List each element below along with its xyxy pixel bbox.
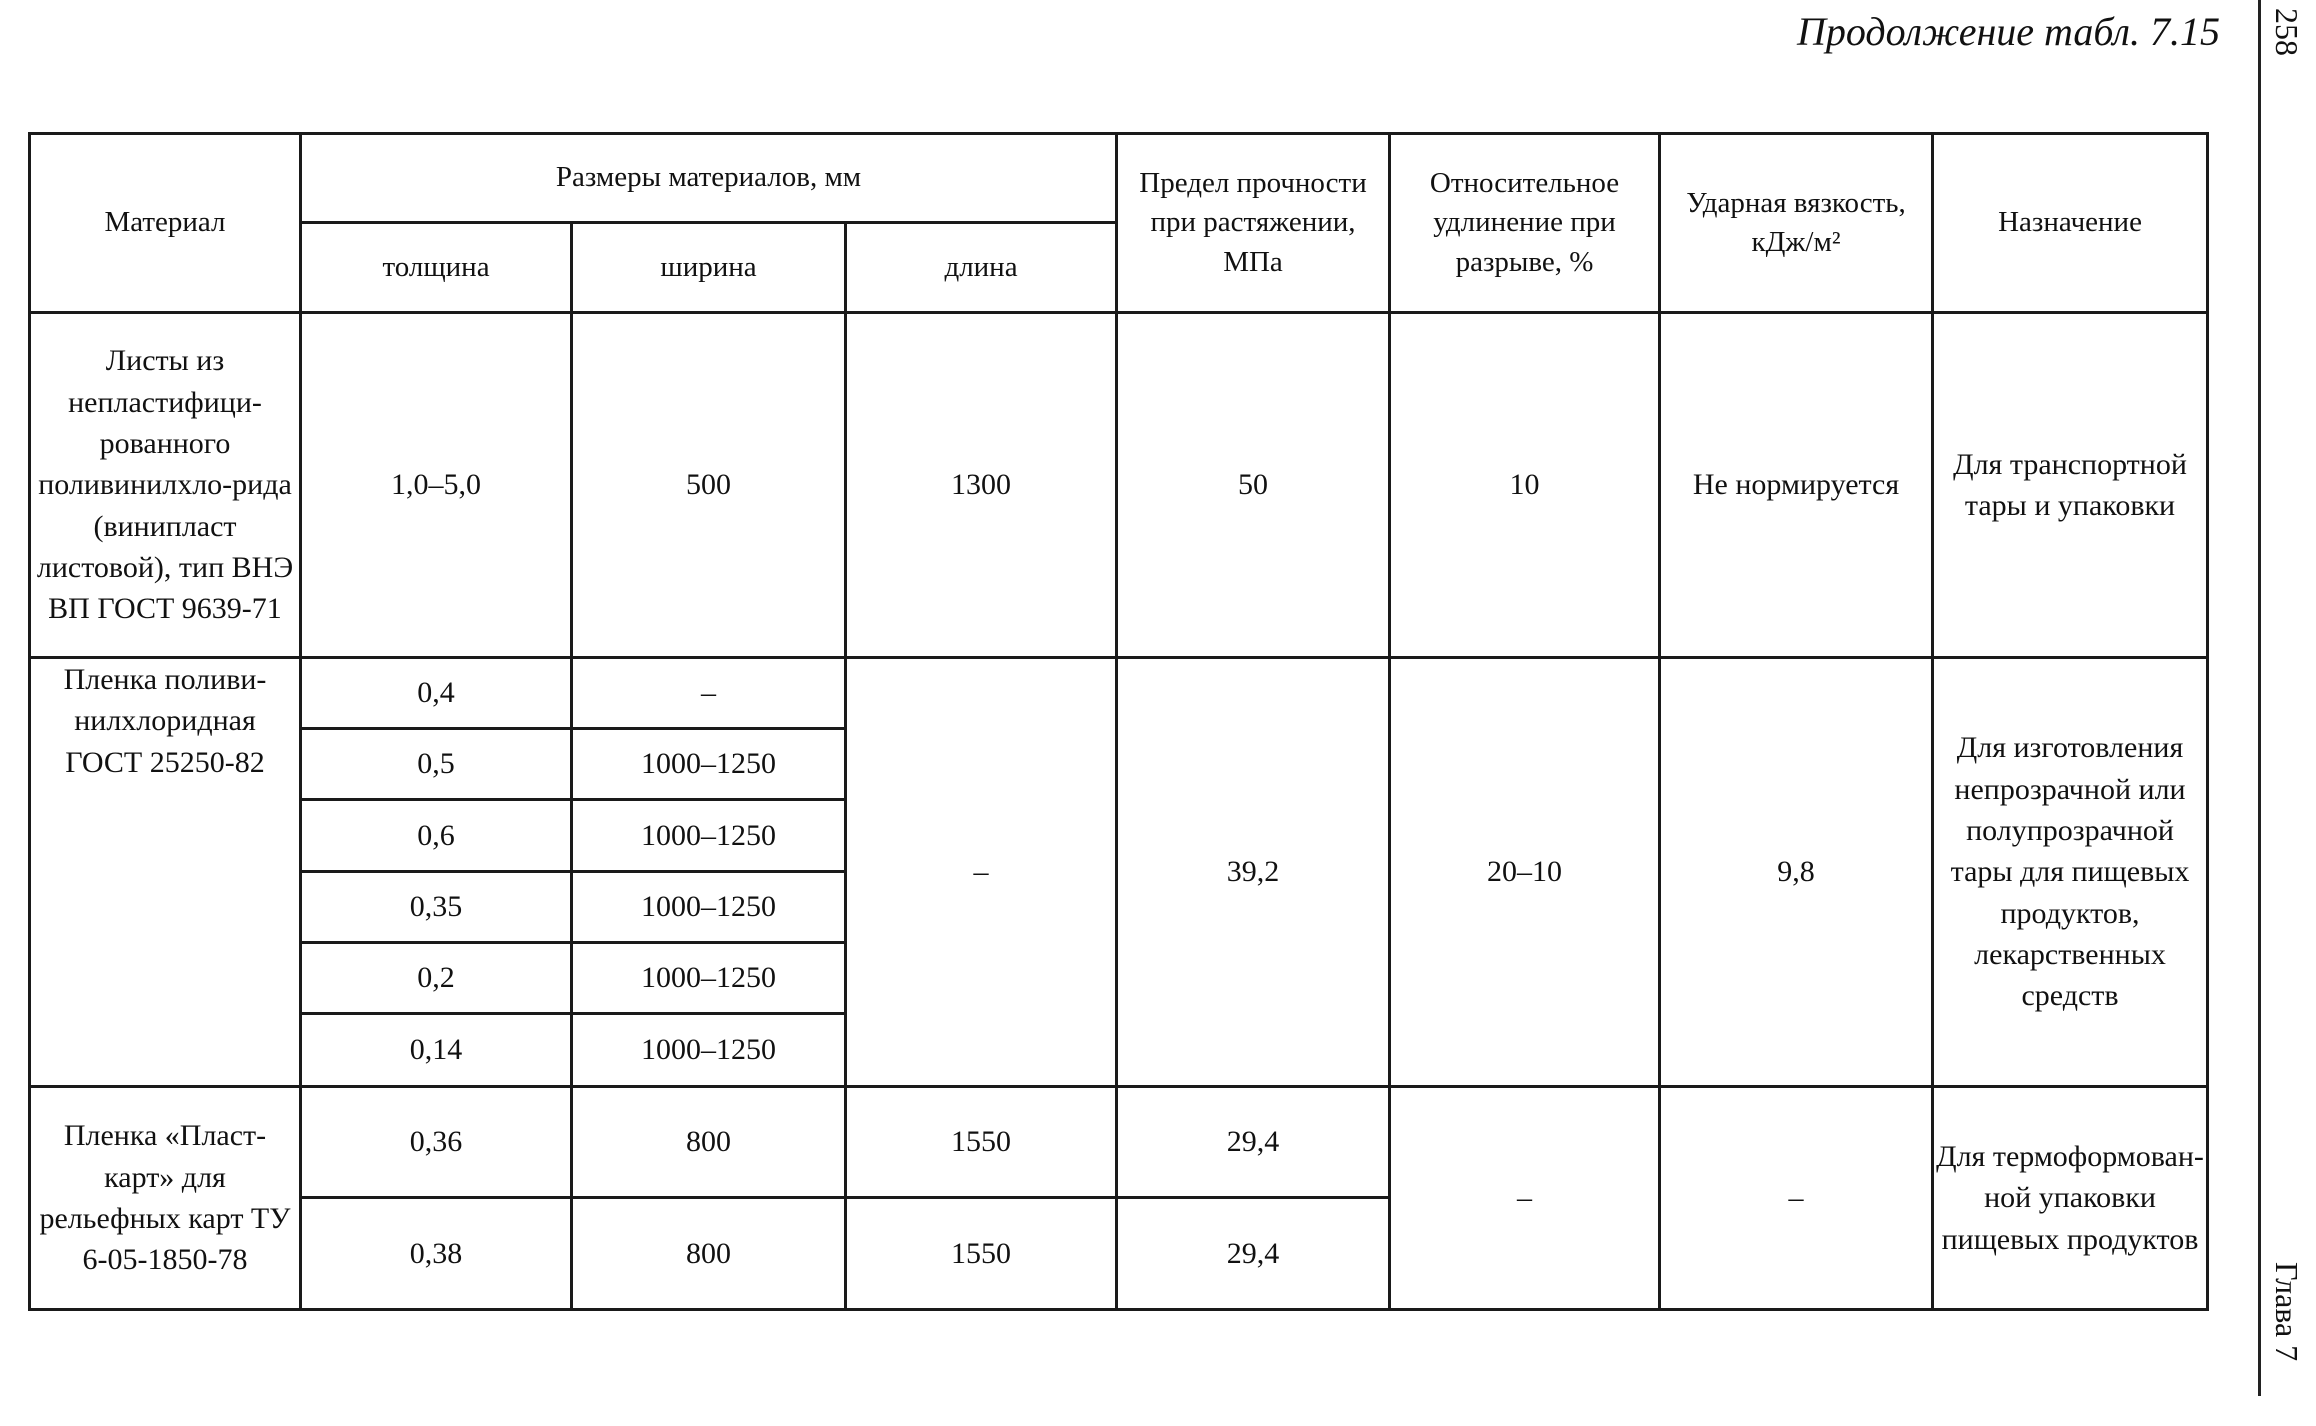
cell-width: 500 <box>570 311 847 659</box>
table-row: Пленка «Пласт-карт» для рельефных карт Т… <box>28 1085 2210 1311</box>
cell-thickness: 0,6 <box>299 798 573 873</box>
table-row: 0,6 1000–1250 <box>30 798 2208 873</box>
cell-thickness: 0,4 <box>299 656 573 730</box>
table-row: 0,35 1000–1250 <box>30 870 2208 944</box>
table-row: 0,5 1000–1250 <box>30 727 2208 801</box>
cell-thickness: 0,14 <box>299 1012 573 1088</box>
cell-width: 1000–1250 <box>570 1012 847 1088</box>
cell-thickness: 0,2 <box>299 941 573 1015</box>
cell-strength: 29,4 <box>1115 1085 1392 1199</box>
cell-length: 1550 <box>843 1196 1119 1311</box>
cell-width: 1000–1250 <box>570 941 847 1015</box>
cell-elongation: – <box>1388 1085 1662 1311</box>
materials-table: Материал Размеры материалов, мм Предел п… <box>28 132 2210 1311</box>
header-strength: Предел прочности при растяжении, МПа <box>1115 132 1392 314</box>
header-length: длина <box>843 221 1119 314</box>
cell-width: 1000–1250 <box>570 727 847 801</box>
cell-impact: – <box>1658 1085 1935 1311</box>
page-number: 258 <box>2269 8 2305 56</box>
cell-purpose: Для термоформован-ной упаковки пищевых п… <box>1931 1085 2210 1311</box>
cell-thickness: 0,35 <box>299 870 573 944</box>
header-thickness: толщина <box>299 221 573 314</box>
cell-width: 800 <box>570 1196 847 1311</box>
cell-material: Листы из непластифици-рованного поливини… <box>28 311 302 659</box>
cell-thickness: 0,36 <box>299 1085 573 1199</box>
cell-impact: Не нормируется <box>1658 311 1935 659</box>
table-row: 0,2 1000–1250 <box>30 941 2208 1015</box>
header-sizes: Размеры материалов, мм <box>298 132 1119 224</box>
table-row: Пленка поливи-нилхлоридная ГОСТ 25250-82… <box>28 656 2210 1088</box>
cell-purpose: Для изготовления непрозрачной или полупр… <box>1931 656 2210 1088</box>
cell-width: – <box>570 656 847 730</box>
cell-impact: 9,8 <box>1658 656 1935 1088</box>
cell-length: 1300 <box>843 311 1119 659</box>
cell-elongation: 20–10 <box>1388 656 1662 1088</box>
table-row: 0,38 800 1550 29,4 <box>30 1196 2208 1311</box>
cell-strength: 50 <box>1115 311 1392 659</box>
cell-strength: 39,2 <box>1115 656 1392 1088</box>
cell-thickness: 0,38 <box>299 1196 573 1311</box>
table-continuation-title: Продолжение табл. 7.15 <box>1796 9 2220 54</box>
cell-elongation: 10 <box>1388 311 1662 659</box>
chapter-label: Глава 7 <box>2269 1262 2305 1362</box>
cell-material: Пленка поливи-нилхлоридная ГОСТ 25250-82 <box>28 656 302 1088</box>
cell-purpose: Для транспортной тары и упаковки <box>1931 311 2210 659</box>
header-material: Материал <box>28 132 302 314</box>
cell-width: 1000–1250 <box>570 798 847 873</box>
cell-length: – <box>843 656 1119 1088</box>
cell-thickness: 1,0–5,0 <box>299 311 573 659</box>
header-impact: Ударная вязкость, кДж/м² <box>1658 132 1935 314</box>
header-width: ширина <box>570 221 847 314</box>
margin-rule <box>2258 0 2261 1396</box>
table-row: 0,14 1000–1250 <box>30 1012 2208 1088</box>
header-purpose: Назначение <box>1931 132 2210 314</box>
cell-material: Пленка «Пласт-карт» для рельефных карт Т… <box>28 1085 302 1311</box>
table-row: Листы из непластифици-рованного поливини… <box>28 311 2210 659</box>
cell-width: 1000–1250 <box>570 870 847 944</box>
cell-length: 1550 <box>843 1085 1119 1199</box>
header-elongation: Относительное удлинение при разрыве, % <box>1388 132 1662 314</box>
cell-strength: 29,4 <box>1115 1196 1392 1311</box>
cell-thickness: 0,5 <box>299 727 573 801</box>
cell-width: 800 <box>570 1085 847 1199</box>
